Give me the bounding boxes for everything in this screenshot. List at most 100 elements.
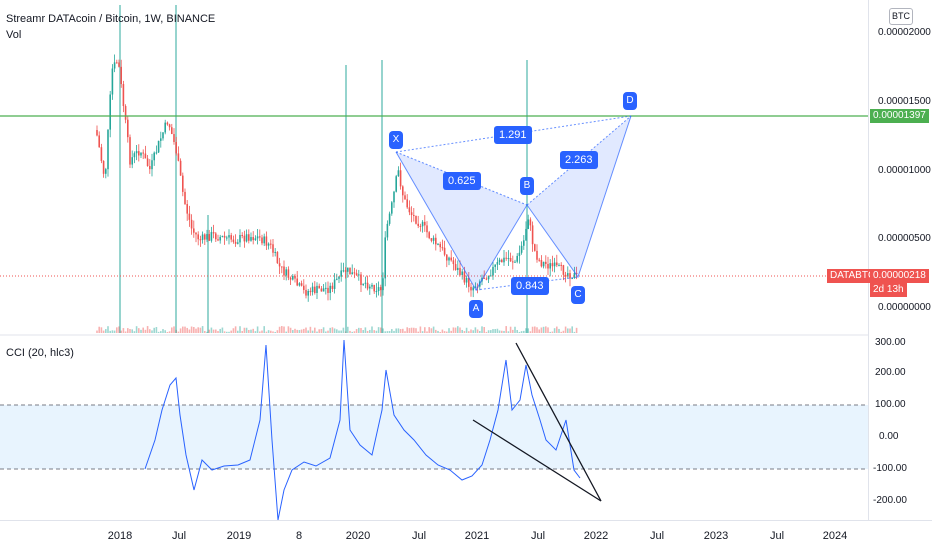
candle-body [102,160,105,174]
volume-bar [349,330,351,333]
candle-body [305,289,307,296]
volume-bar [520,331,523,333]
ratio-label-xad[interactable]: 1.291 [494,126,532,144]
candle-body [98,135,100,148]
candle-body [111,68,114,95]
candle-body [116,62,118,64]
cci-legend[interactable]: CCI (20, hlc3) [6,347,74,359]
candle-body [454,264,457,270]
cci-tick: 300.00 [875,337,906,348]
price-axis[interactable]: 0.00002000 0.00001500 0.00001000 0.00000… [868,0,932,520]
candle-body [153,152,155,161]
pattern-bcd-triangle[interactable] [527,116,631,277]
volume-bar [186,327,188,333]
price-tick: 0.00001000 [878,165,931,176]
currency-badge[interactable]: BTC [889,8,913,25]
ratio-label-abc[interactable]: 0.843 [511,277,549,295]
candle-body [492,266,494,276]
volume-bar [351,331,353,333]
candle-body [221,235,224,237]
cci-tick: -200.00 [873,495,907,506]
volume-bar [501,330,503,333]
volume-bar [162,329,164,333]
pattern-point-b[interactable]: B [520,177,534,195]
pattern-xab-triangle[interactable] [396,152,527,290]
volume-bar [333,328,336,333]
volume-bar [243,327,246,333]
volume-bar [322,327,325,333]
candle-body [274,251,276,253]
ratio-label-xab[interactable]: 0.625 [443,172,481,190]
candle-body [509,257,512,262]
candle-body [199,239,202,241]
candle-body [564,274,567,277]
candle-body [525,228,527,241]
volume-bar [179,328,182,333]
candle-body [402,186,404,196]
ratio-label-bcd[interactable]: 2.263 [560,151,598,169]
candle-body [439,243,441,248]
candle-body [173,134,175,143]
candle-body [457,267,459,270]
volume-bar [329,327,331,333]
candle-body [122,84,125,107]
volume-bar [124,331,127,333]
candle-body [307,290,309,296]
volume-bar [151,330,153,333]
cci-trendline-upper[interactable] [515,342,602,502]
volume-bar [448,328,450,333]
volume-bar [437,330,439,333]
candle-body [263,236,265,244]
volume-bar [463,331,466,333]
volume-bar [523,330,525,333]
cci-line[interactable] [144,339,581,521]
candle-body [120,66,122,85]
volume-bar [153,327,155,333]
candle-body [135,151,138,154]
candle-body [386,223,389,238]
volume-bar [441,329,444,333]
candle-body [413,215,415,217]
volume-bar [468,331,470,333]
candle-body [558,264,560,266]
cci-trendline-lower[interactable] [472,419,602,502]
volume-bar [107,326,109,333]
volume-bar [527,328,529,333]
candle-body [133,153,136,158]
volume-bar [190,326,193,333]
candle-body [164,122,166,133]
volume-bar [228,331,230,333]
candle-body [193,228,195,233]
candle-body [140,152,142,156]
time-axis[interactable]: 2018 Jul 2019 8 2020 Jul 2021 Jul 2022 J… [0,520,932,551]
volume-bar [573,331,576,333]
candle-body [188,213,191,220]
volume-bar [274,331,276,333]
pattern-point-d[interactable]: D [623,92,637,110]
volume-bar [105,329,107,333]
pattern-point-a[interactable]: A [469,300,483,318]
volume-bar [410,327,413,333]
volume-bar [278,326,281,333]
volume-bar [371,326,373,333]
pattern-point-x[interactable]: X [389,131,403,149]
volume-bar [318,329,320,333]
symbol-title[interactable]: Streamr DATAcoin / Bitcoin, 1W, BINANCE [6,13,216,25]
candle-body [355,273,358,276]
volume-bar [256,326,259,333]
candle-body [109,94,111,130]
volume-bar [472,330,474,333]
candle-body [129,137,131,165]
volume-bar [505,326,507,333]
price-candles[interactable] [96,54,578,302]
candle-body [371,284,373,287]
last-price-tag: 0.00000218 [870,269,929,283]
pattern-point-c[interactable]: C [571,286,585,304]
candle-body [408,207,411,213]
volume-label[interactable]: Vol [6,29,22,41]
candle-body [443,247,446,255]
volume-bar [331,327,334,333]
volume-bar [305,327,307,333]
volume-bar [226,331,228,333]
